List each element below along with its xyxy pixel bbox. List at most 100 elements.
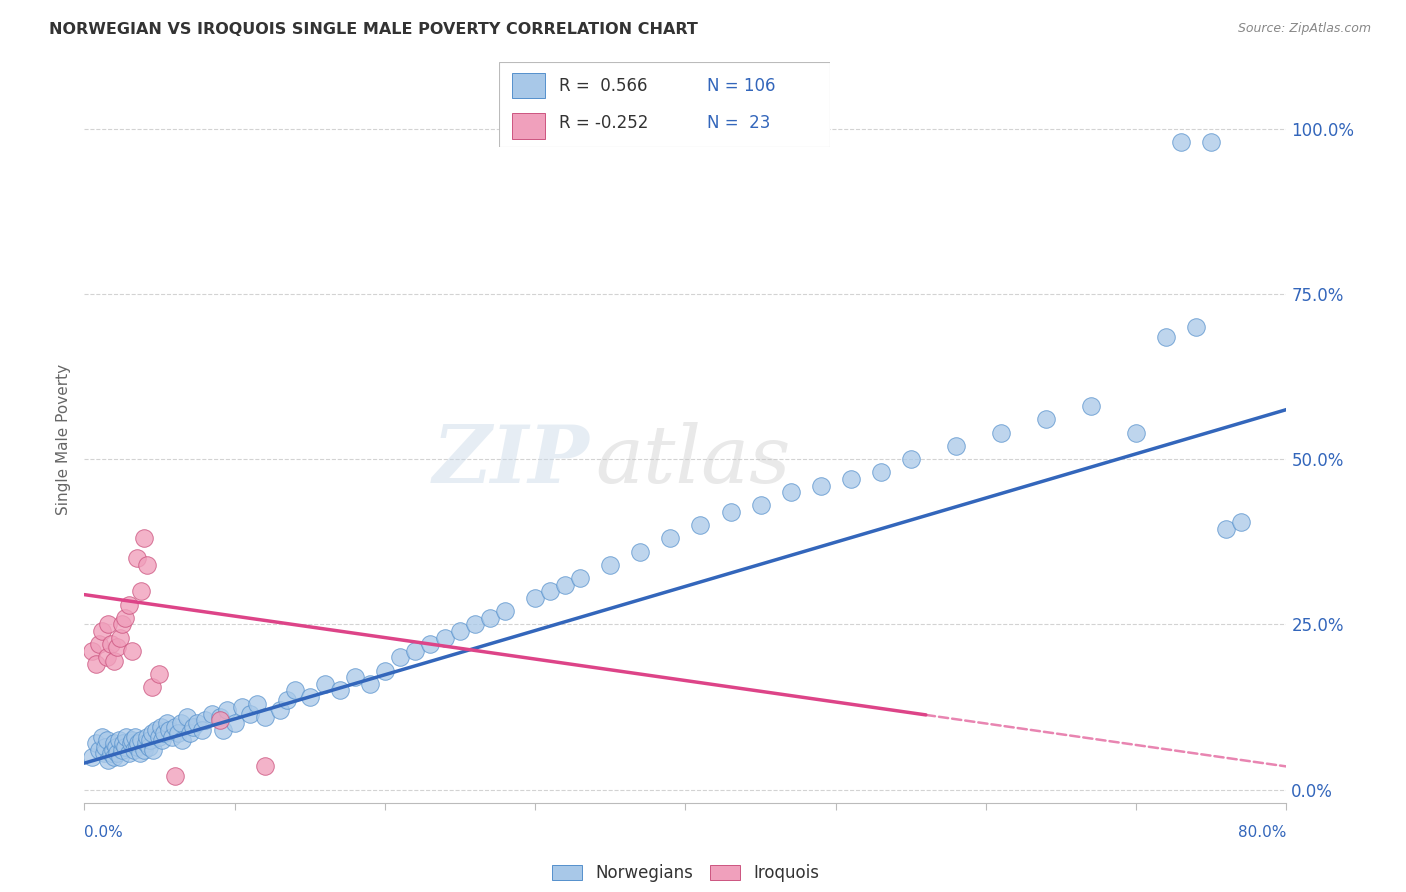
Point (186, 716, 208, 731)
Point (284, 683, 307, 698)
Point (179, 726, 201, 740)
Point (524, 591, 547, 605)
Point (103, 749, 125, 764)
Text: NORWEGIAN VS IROQUOIS SINGLE MALE POVERTY CORRELATION CHART: NORWEGIAN VS IROQUOIS SINGLE MALE POVERT… (49, 22, 699, 37)
Point (135, 736, 157, 750)
Point (138, 739, 160, 754)
Point (181, 720, 204, 734)
Point (554, 578, 576, 592)
FancyBboxPatch shape (499, 62, 830, 147)
Point (163, 769, 186, 783)
Point (152, 733, 174, 747)
Point (127, 736, 149, 750)
Point (134, 743, 156, 757)
Point (108, 733, 131, 747)
Point (166, 726, 188, 740)
Point (569, 571, 592, 585)
Point (217, 703, 239, 717)
Point (160, 730, 183, 744)
Point (269, 703, 291, 717)
Point (80, 644, 103, 658)
Point (190, 723, 212, 737)
Point (107, 640, 129, 655)
Point (125, 551, 148, 566)
Point (749, 499, 772, 513)
Legend: Norwegians, Iroquois: Norwegians, Iroquois (546, 857, 825, 889)
Point (163, 720, 186, 734)
Point (839, 472, 862, 486)
Point (689, 518, 711, 533)
Point (115, 730, 138, 744)
Point (1170, 135, 1192, 149)
Point (224, 716, 246, 731)
Point (141, 726, 163, 740)
Point (1185, 320, 1208, 334)
Point (298, 690, 321, 704)
Point (449, 624, 471, 638)
Point (314, 677, 336, 691)
Point (103, 736, 125, 750)
Point (156, 716, 179, 731)
Point (150, 720, 173, 734)
Text: R = -0.252: R = -0.252 (558, 114, 648, 132)
Point (118, 598, 141, 612)
Point (628, 544, 651, 558)
Text: ZIP: ZIP (433, 423, 589, 500)
Point (131, 584, 153, 599)
Point (276, 693, 298, 707)
Point (194, 713, 217, 727)
Point (1125, 425, 1147, 440)
Point (111, 617, 134, 632)
Point (1035, 412, 1057, 426)
Point (100, 637, 122, 651)
Point (945, 439, 967, 453)
Point (869, 466, 891, 480)
Point (101, 743, 124, 757)
Point (990, 425, 1012, 440)
Point (120, 736, 142, 750)
Point (94, 739, 117, 754)
Point (114, 739, 136, 754)
Text: R =  0.566: R = 0.566 (558, 78, 647, 95)
Point (107, 746, 129, 760)
Point (129, 746, 152, 760)
Text: atlas: atlas (595, 423, 790, 500)
Point (125, 739, 148, 754)
Text: N = 106: N = 106 (707, 78, 776, 95)
Point (110, 631, 132, 645)
Point (659, 532, 682, 546)
Point (374, 664, 396, 678)
Bar (512, 113, 546, 139)
Point (121, 644, 143, 658)
Point (112, 736, 135, 750)
Point (211, 723, 233, 737)
Point (1156, 330, 1178, 344)
Point (104, 739, 127, 754)
Point (110, 749, 132, 764)
Point (96, 733, 118, 747)
Point (810, 478, 832, 492)
Point (599, 558, 621, 572)
Point (253, 759, 276, 773)
Point (136, 730, 159, 744)
Point (494, 604, 516, 618)
Text: Source: ZipAtlas.com: Source: ZipAtlas.com (1237, 22, 1371, 36)
Point (464, 617, 486, 632)
Bar (512, 72, 546, 98)
Point (419, 637, 441, 651)
Point (91, 730, 114, 744)
Point (142, 743, 165, 757)
Point (329, 683, 352, 698)
Point (124, 730, 146, 744)
Text: 80.0%: 80.0% (1239, 825, 1286, 840)
Point (86, 736, 108, 750)
Point (169, 716, 191, 731)
Point (89, 637, 111, 651)
Text: 0.0%: 0.0% (84, 825, 124, 840)
Point (157, 723, 180, 737)
Point (122, 743, 145, 757)
Point (404, 644, 426, 658)
Point (89, 743, 111, 757)
Point (153, 726, 176, 740)
Point (1080, 399, 1102, 413)
